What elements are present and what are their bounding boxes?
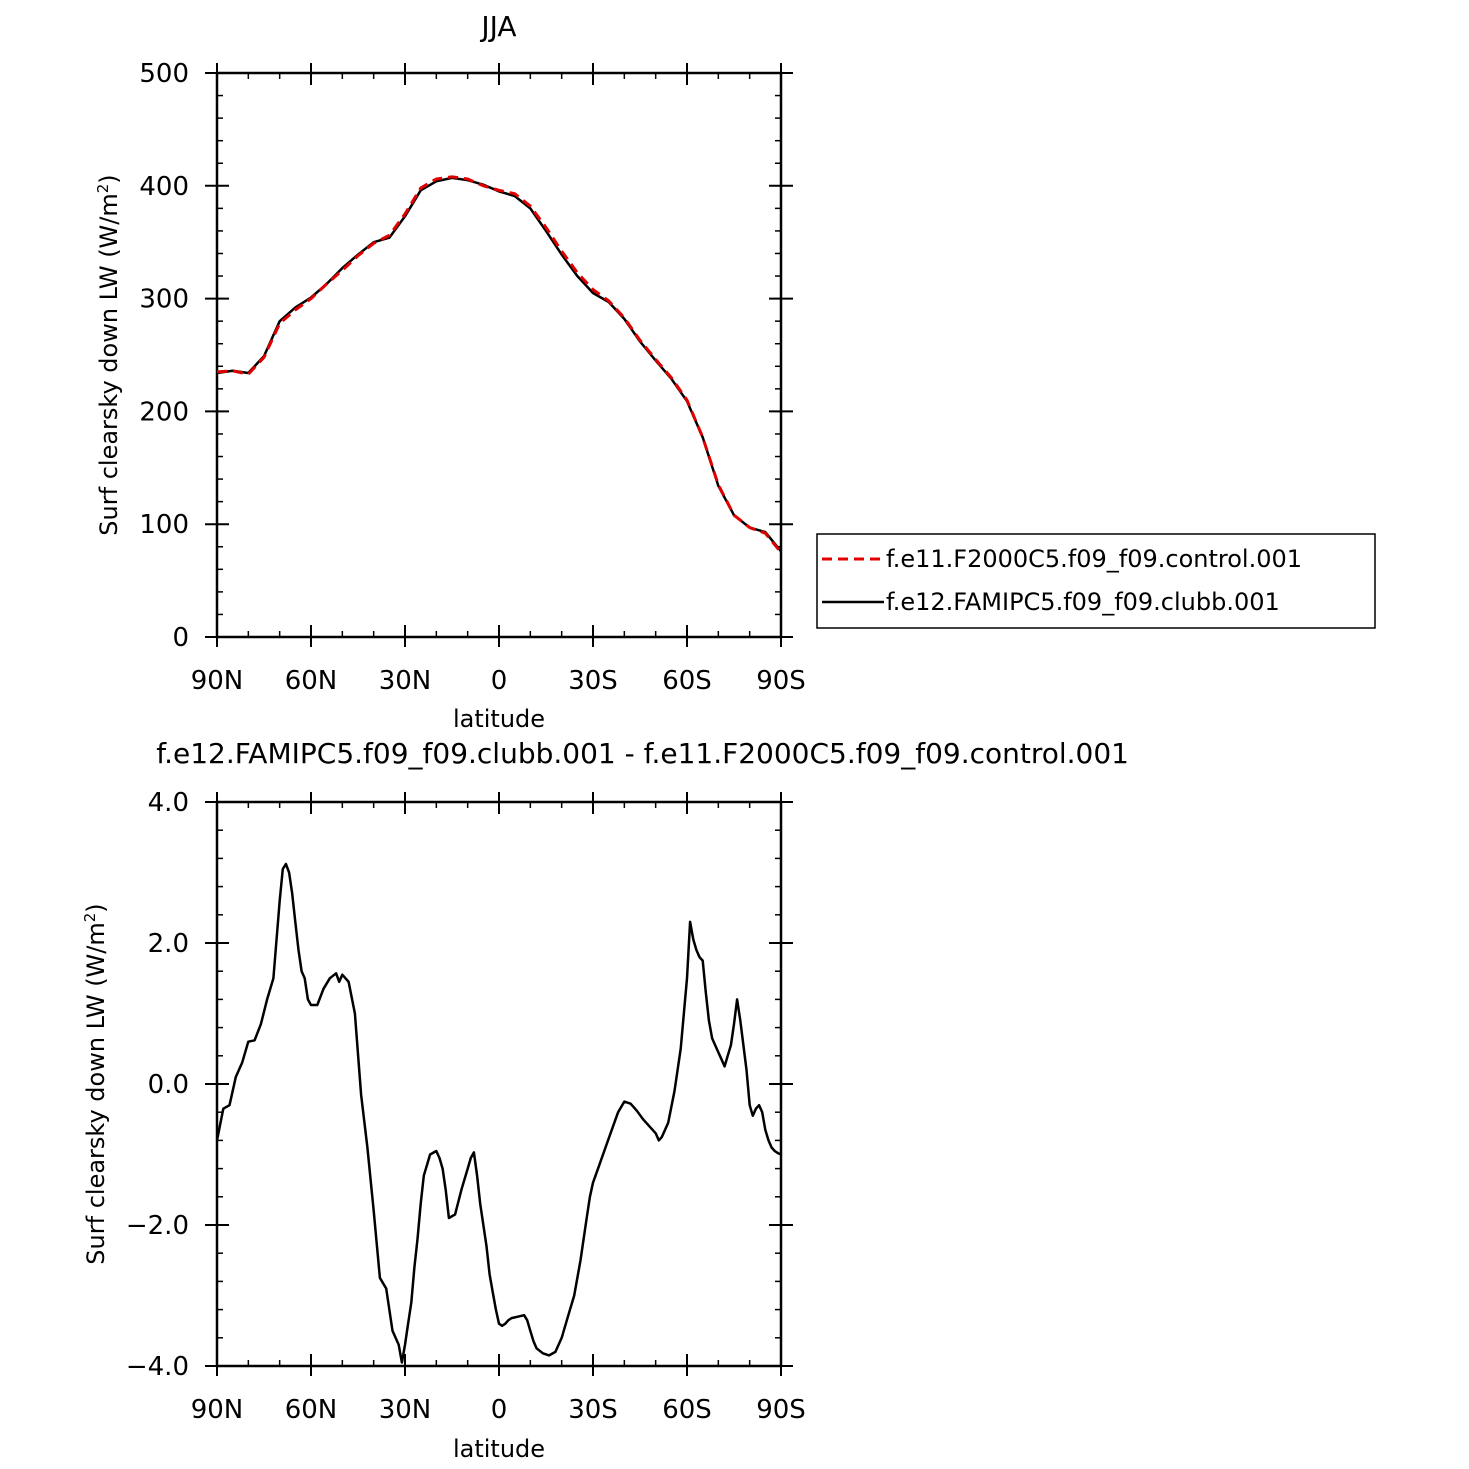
top-x-tick-label: 30S bbox=[568, 666, 618, 696]
top-x-tick-label: 90S bbox=[756, 666, 806, 696]
bottom-y-tick-label: 2.0 bbox=[148, 929, 189, 959]
top-y-tick-label: 0 bbox=[172, 623, 189, 653]
top-y-tick-label: 200 bbox=[139, 397, 189, 427]
bottom-x-tick-label: 60N bbox=[285, 1395, 338, 1425]
bottom-series-difference-line bbox=[215, 862, 782, 1364]
bottom-x-tick-label: 0 bbox=[491, 1395, 508, 1425]
bottom-y-tick-label: 0.0 bbox=[148, 1070, 189, 1100]
top-x-tick-label: 90N bbox=[191, 666, 244, 696]
bottom-x-tick-label: 30N bbox=[379, 1395, 432, 1425]
top-x-tick-label: 0 bbox=[491, 666, 508, 696]
top-x-axis-label: latitude bbox=[453, 705, 545, 733]
legend-box bbox=[816, 533, 1376, 629]
top-plot-area: 90N 60N 30N 0 30S 60S 90S 0 100 200 300 400 500 bbox=[139, 59, 805, 696]
bottom-x-tick-label: 90S bbox=[756, 1395, 806, 1425]
top-y-tick-label: 100 bbox=[139, 510, 189, 540]
top-y-tick-label: 400 bbox=[139, 172, 189, 202]
bottom-plot-frame bbox=[215, 800, 783, 1368]
top-x-tick-label: 60S bbox=[662, 666, 712, 696]
legend: f.e11.F2000C5.f09_f09.control.001 f.e12.… bbox=[816, 533, 1376, 629]
bottom-x-tick-label: 30S bbox=[568, 1395, 618, 1425]
bottom-plot-area: 90N 60N 30N 0 30S 60S 90S −4.0 −2.0 0.0 2.0 4.0 bbox=[126, 788, 806, 1425]
bottom-y-axis-label: Surf clearsky down LW (W/m2) bbox=[81, 903, 110, 1264]
bottom-chart-title: f.e12.FAMIPC5.f09_f09.clubb.001 - f.e11.… bbox=[156, 737, 1129, 770]
bottom-x-tick-label: 60S bbox=[662, 1395, 712, 1425]
bottom-y-tick-label: −4.0 bbox=[126, 1352, 189, 1382]
top-chart-title: JJA bbox=[479, 10, 516, 43]
bottom-x-tick-label: 90N bbox=[191, 1395, 244, 1425]
top-plot-frame bbox=[215, 71, 783, 639]
legend-label-clubb: f.e12.FAMIPC5.f09_f09.clubb.001 bbox=[886, 588, 1280, 616]
bottom-y-tick-label: 4.0 bbox=[148, 788, 189, 818]
top-series-control-line bbox=[216, 175, 783, 554]
bottom-y-tick-label: −2.0 bbox=[126, 1211, 189, 1241]
top-y-tick-label: 500 bbox=[139, 59, 189, 89]
top-y-axis-label: Surf clearsky down LW (W/m2) bbox=[94, 174, 123, 535]
top-series-clubb-line bbox=[216, 176, 782, 553]
top-y-tick-label: 300 bbox=[139, 285, 189, 315]
bottom-x-axis-label: latitude bbox=[453, 1435, 545, 1463]
legend-label-control: f.e11.F2000C5.f09_f09.control.001 bbox=[886, 545, 1302, 573]
top-x-tick-label: 30N bbox=[379, 666, 432, 696]
top-x-tick-label: 60N bbox=[285, 666, 338, 696]
